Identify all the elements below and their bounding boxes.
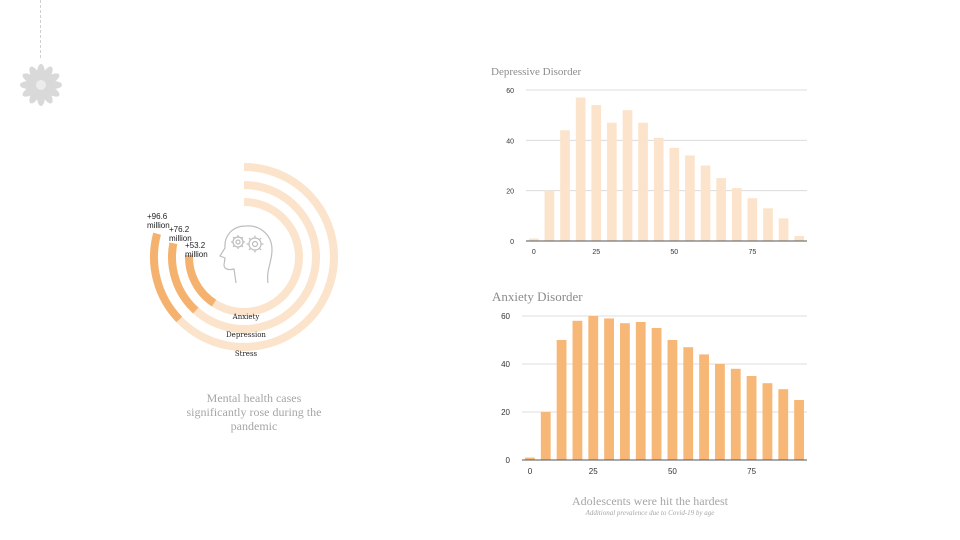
bar-age-60 — [715, 364, 725, 460]
y-tick-label: 20 — [506, 189, 514, 196]
bar-age-80 — [778, 218, 789, 241]
x-tick-label: 0 — [528, 467, 533, 476]
anxiety-disorder-bar-chart: 0 20 40 60 0 25 50 75 — [501, 312, 807, 476]
bar-age-5 — [540, 412, 551, 460]
bar-age-0 — [525, 457, 535, 460]
bar-age-80 — [778, 389, 789, 460]
bar-age-15 — [575, 97, 586, 241]
bar-age-20 — [591, 105, 602, 241]
y-tick-label: 0 — [506, 456, 511, 465]
stress-ring-base — [176, 163, 338, 351]
anxiety-ring-increase — [185, 254, 217, 307]
bar-age-40 — [651, 328, 662, 460]
depression-ring-increase — [168, 242, 199, 314]
y-tick-label: 60 — [501, 312, 510, 321]
bar-age-40 — [653, 137, 664, 241]
x-tick-label: 75 — [747, 467, 756, 476]
x-tick-label: 25 — [589, 467, 598, 476]
head-gears-icon — [219, 225, 273, 284]
x-tick-label: 50 — [668, 467, 677, 476]
y-tick-label: 20 — [501, 408, 510, 417]
x-tick-label: 25 — [592, 249, 600, 256]
bar-age-35 — [635, 322, 646, 460]
bar-age-35 — [638, 122, 648, 241]
bar-age-45 — [669, 147, 680, 241]
bar-age-85 — [794, 235, 805, 241]
bar-age-50 — [683, 347, 694, 460]
depressive-chart-title: Depressive Disorder — [491, 66, 582, 78]
bar-age-30 — [622, 110, 633, 241]
bar-age-70 — [746, 376, 757, 460]
y-tick-label: 40 — [501, 360, 510, 369]
bar-age-10 — [556, 340, 567, 460]
anxiety-increase-label: +53.2 million — [185, 241, 208, 259]
bar-age-50 — [685, 155, 695, 241]
decorative-dashed-line — [40, 0, 41, 58]
anxiety-chart-title: Anxiety Disorder — [492, 289, 583, 304]
stress-ring-increase — [150, 232, 183, 323]
x-tick-label: 50 — [670, 249, 678, 256]
bar-age-0 — [528, 238, 539, 241]
bar-age-25 — [604, 318, 614, 460]
ring-label-stress: Stress — [234, 350, 258, 358]
bar-age-45 — [667, 340, 678, 460]
depression-increase-label: +76.2 million — [169, 225, 192, 243]
bar-age-75 — [763, 208, 773, 241]
bar-age-75 — [762, 383, 773, 460]
stress-increase-label: +96.6 million — [147, 212, 170, 230]
y-tick-label: 60 — [506, 88, 514, 95]
radial-ring-chart — [150, 163, 338, 351]
bar-age-55 — [699, 354, 709, 460]
bar-age-5 — [544, 190, 555, 241]
bar-age-15 — [572, 320, 583, 460]
ring-label-anxiety: Anxiety — [232, 313, 260, 321]
y-tick-label: 0 — [510, 239, 514, 246]
depressive-disorder-bar-chart: 0 20 40 60 0 25 50 75 — [506, 88, 807, 256]
ring-chart-caption: Mental health cases significantly rose d… — [186, 391, 322, 433]
ring-label-depression: Depression — [226, 331, 266, 339]
bar-age-60 — [716, 178, 726, 241]
anxiety-ring-base — [211, 198, 303, 316]
bar-age-65 — [731, 188, 742, 241]
bottom-caption-subtitle: Additional prevalence due to Covid-19 by… — [585, 509, 715, 517]
lotus-logo-icon — [20, 64, 62, 106]
bar-age-20 — [588, 316, 599, 460]
bottom-caption-title: Adolescents were hit the hardest — [572, 494, 728, 508]
bar-age-10 — [560, 130, 570, 241]
bar-age-70 — [747, 198, 758, 241]
bar-age-30 — [620, 323, 630, 460]
bar-age-65 — [730, 368, 741, 460]
x-tick-label: 0 — [532, 249, 536, 256]
x-tick-label: 75 — [748, 249, 756, 256]
bar-age-55 — [700, 165, 711, 241]
depression-ring-base — [193, 181, 320, 333]
y-tick-label: 40 — [506, 138, 514, 145]
bar-age-25 — [607, 122, 617, 241]
bar-age-85 — [794, 400, 804, 460]
